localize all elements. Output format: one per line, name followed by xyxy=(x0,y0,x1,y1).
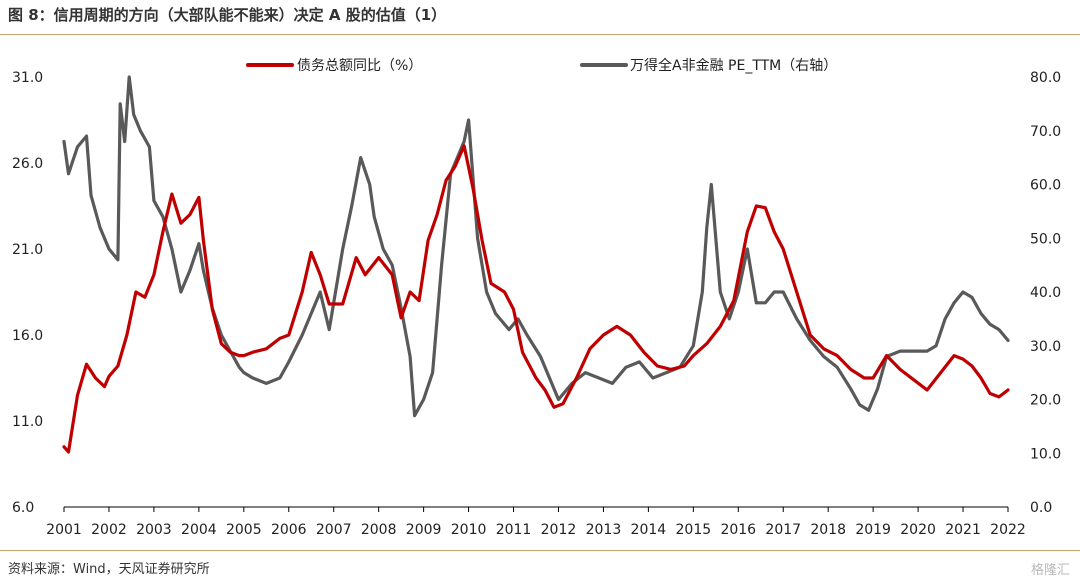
y-left-tick-label: 11.0 xyxy=(12,414,43,430)
x-tick-label: 2011 xyxy=(496,522,532,538)
x-tick-label: 2020 xyxy=(900,522,936,538)
x-tick-label: 2018 xyxy=(810,522,846,538)
x-tick-label: 2001 xyxy=(46,522,82,538)
series-layer xyxy=(62,75,1010,454)
y-left-tick-label: 21.0 xyxy=(12,242,43,258)
legend: 债务总额同比（%） 万得全A非金融 PE_TTM（右轴） xyxy=(246,57,837,74)
title-divider xyxy=(0,34,1080,35)
dual-axis-line-chart: 债务总额同比（%） 万得全A非金融 PE_TTM（右轴） 6.0 11.0 16.0… xyxy=(12,57,1061,538)
x-tick-label: 2017 xyxy=(765,522,801,538)
x-tick-label: 2010 xyxy=(451,522,487,538)
y-right-tick-label: 20.0 xyxy=(1030,393,1061,409)
footer-divider xyxy=(0,550,1080,551)
x-tick-label: 2005 xyxy=(226,522,262,538)
figure-title: 图 8：信用周期的方向（大部队能不能来）决定 A 股的估值（1） xyxy=(8,6,447,24)
x-tick-label: 2021 xyxy=(945,522,981,538)
x-tick-label: 2019 xyxy=(855,522,891,538)
y-right-tick-label: 0.0 xyxy=(1030,500,1052,516)
x-tick-label: 2009 xyxy=(406,522,442,538)
legend-label-pe: 万得全A非金融 PE_TTM（右轴） xyxy=(630,57,837,74)
y-left-tick-label: 31.0 xyxy=(12,70,43,86)
series-line-pe-ttm xyxy=(62,75,1010,418)
y-right-tick-label: 30.0 xyxy=(1030,339,1061,355)
y-axis-left: 6.0 11.0 16.0 21.0 26.0 31.0 xyxy=(12,70,43,516)
source-note: 资料来源：Wind，天风证券研究所 xyxy=(8,562,210,577)
y-right-tick-label: 60.0 xyxy=(1030,178,1061,194)
watermark-logo: 格隆汇 xyxy=(1030,563,1070,578)
y-left-tick-label: 26.0 xyxy=(12,156,43,172)
x-tick-label: 2012 xyxy=(541,522,577,538)
x-tick-label: 2013 xyxy=(586,522,622,538)
x-tick-label: 2006 xyxy=(271,522,307,538)
y-right-tick-label: 50.0 xyxy=(1030,231,1061,247)
x-tick-label: 2002 xyxy=(91,522,127,538)
x-tick-label: 2008 xyxy=(361,522,397,538)
series-line-debt-growth xyxy=(62,144,1010,454)
y-right-tick-label: 80.0 xyxy=(1030,70,1061,86)
x-axis: 2001 2002 2003 2004 2005 2006 2007 2008 2009 2010… xyxy=(46,507,1026,538)
x-tick-label: 2014 xyxy=(631,522,667,538)
y-axis-right: 0.0 10.0 20.0 30.0 40.0 50.0 60.0 70.0 80.0 xyxy=(1030,70,1061,516)
x-tick-label: 2022 xyxy=(990,522,1026,538)
y-left-tick-label: 6.0 xyxy=(12,500,34,516)
x-tick-label: 2015 xyxy=(676,522,712,538)
y-right-tick-label: 10.0 xyxy=(1030,446,1061,462)
x-tick-label: 2004 xyxy=(181,522,217,538)
legend-label-debt: 债务总额同比（%） xyxy=(297,58,422,74)
y-left-tick-label: 16.0 xyxy=(12,328,43,344)
x-tick-label: 2003 xyxy=(136,522,172,538)
y-right-tick-label: 70.0 xyxy=(1030,124,1061,140)
y-right-tick-label: 40.0 xyxy=(1030,285,1061,301)
x-tick-label: 2007 xyxy=(316,522,352,538)
x-tick-label: 2016 xyxy=(720,522,756,538)
